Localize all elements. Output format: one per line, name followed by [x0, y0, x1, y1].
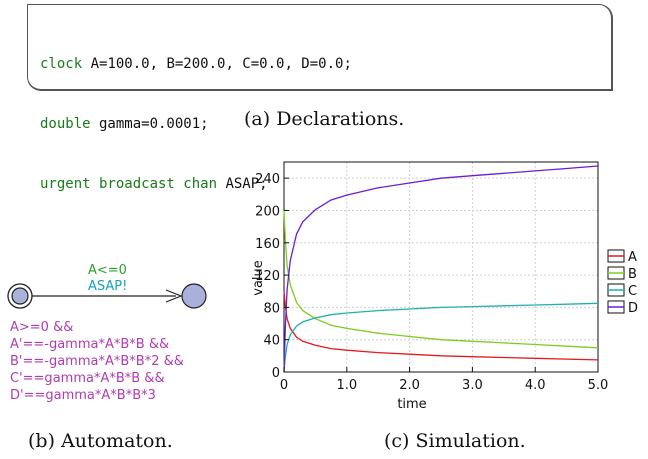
series-line-C [283, 302, 599, 373]
code-line-1: clock A=100.0, B=200.0, C=0.0, D=0.0; [40, 54, 352, 74]
legend-label-C: C [628, 284, 637, 299]
invariant-line: A>=0 && [10, 320, 73, 335]
series-line-D [283, 165, 599, 373]
x-tick-label: 2.0 [399, 378, 420, 393]
x-tick-label: 5.0 [588, 378, 609, 393]
x-tick-label: 1.0 [336, 378, 357, 393]
caption-a: (a) Declarations. [244, 108, 405, 130]
x-tick-label: 4.0 [525, 378, 546, 393]
series-line-B [283, 210, 599, 349]
x-axis-label: time [397, 397, 426, 412]
y-tick-label: 160 [255, 237, 280, 252]
code-line-2: double gamma=0.0001; [40, 114, 352, 134]
legend-label-D: D [628, 301, 638, 316]
arrowhead [165, 289, 183, 303]
y-tick-label: 0 [272, 366, 280, 381]
automaton-diagram: A<=0 ASAP! A>=0 && A'==-gamma*A*B*B && B… [7, 263, 207, 403]
invariant-line: D'==gamma*A*B*B*3 [10, 388, 156, 403]
code-keyword: urgent broadcast chan [40, 176, 218, 192]
x-tick-label: 0 [280, 378, 288, 393]
plot-frame [283, 161, 599, 373]
y-tick-label: 80 [263, 301, 280, 316]
sync-label: ASAP! [88, 279, 127, 294]
series-line-A [283, 291, 599, 361]
invariant-line: C'==gamma*A*B*B && [10, 371, 165, 386]
code-keyword: clock [40, 56, 83, 72]
code-line-3: urgent broadcast chan ASAP; [40, 174, 352, 194]
declarations-code: clock A=100.0, B=200.0, C=0.0, D=0.0; do… [40, 14, 352, 214]
y-tick-label: 120 [255, 269, 280, 284]
x-tick-label: 3.0 [462, 378, 483, 393]
target-location [181, 283, 207, 309]
y-tick-label: 240 [255, 172, 280, 187]
declarations-box [27, 4, 613, 91]
caption-b: (b) Automaton. [28, 430, 173, 452]
invariant-line: A'==-gamma*A*B*B && [10, 337, 169, 352]
code-keyword: double [40, 116, 91, 132]
guard-label: A<=0 [88, 263, 127, 278]
code-text: ASAP; [217, 176, 268, 192]
y-tick-label: 40 [263, 334, 280, 349]
legend-label-B: B [628, 267, 637, 282]
legend-label-A: A [628, 250, 637, 265]
caption-c: (c) Simulation. [384, 430, 526, 452]
code-text: A=100.0, B=200.0, C=0.0, D=0.0; [82, 56, 352, 72]
y-axis-label: value [251, 260, 266, 296]
y-tick-label: 200 [255, 204, 280, 219]
initial-location [11, 287, 29, 305]
code-text: gamma=0.0001; [90, 116, 209, 132]
invariant-line: B'==-gamma*A*B*B*2 && [10, 354, 184, 369]
